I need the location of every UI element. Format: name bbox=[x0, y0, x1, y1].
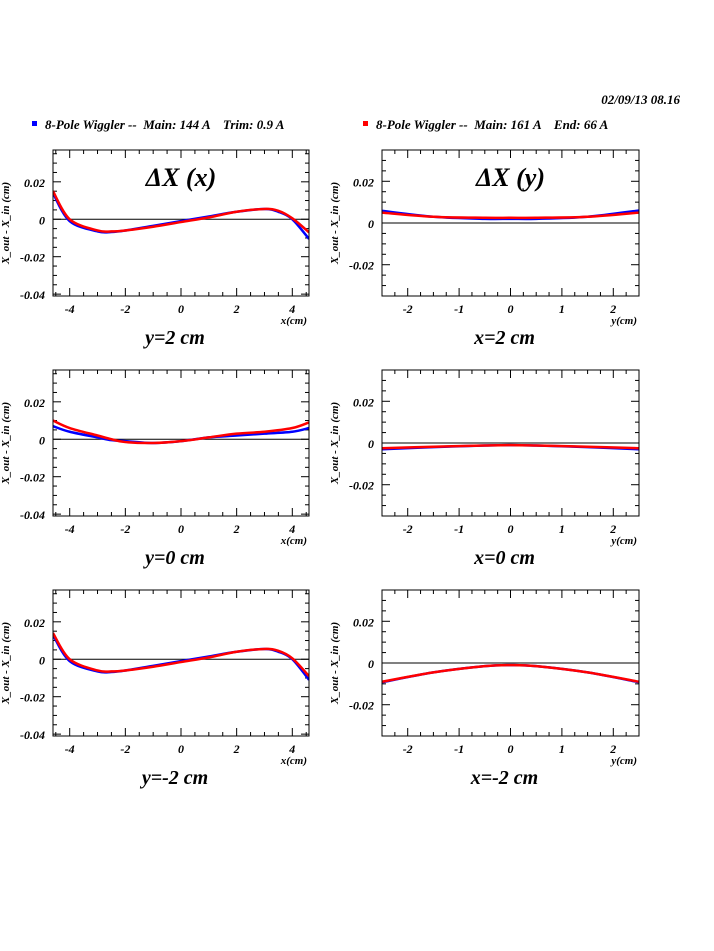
x-tick-label: 2 bbox=[233, 522, 240, 536]
x-tick-label: -2 bbox=[403, 302, 413, 316]
y-tick-label: -0.02 bbox=[349, 259, 374, 273]
legend-marker-blue bbox=[32, 121, 37, 126]
x-tick-label: -4 bbox=[65, 522, 75, 536]
x-tick-label: 4 bbox=[288, 522, 295, 536]
y-axis-label: X_out - X_in (cm) bbox=[0, 402, 12, 485]
x-tick-label: -2 bbox=[120, 742, 130, 756]
x-tick-label: 2 bbox=[609, 522, 616, 536]
y-tick-label: 0.02 bbox=[24, 176, 45, 190]
y-tick-label: 0.02 bbox=[24, 616, 45, 630]
y-axis-label: X_out - X_in (cm) bbox=[0, 182, 12, 265]
panel-title: ΔX (y) bbox=[475, 163, 545, 192]
x-axis-label: x(cm) bbox=[280, 535, 307, 547]
x-tick-label: -4 bbox=[65, 302, 75, 316]
x-tick-label: 0 bbox=[178, 522, 184, 536]
y-tick-label: 0.02 bbox=[353, 175, 374, 189]
x-tick-label: 0 bbox=[178, 302, 184, 316]
panel-1: -4 -2 0 2 4 -0.04 -0.02 0 0.02 x(cm) X_out - X_in … bbox=[0, 149, 310, 349]
y-axis-label: X_out - X_in (cm) bbox=[329, 622, 341, 705]
series-line-blue bbox=[53, 192, 309, 240]
x-tick-label: 2 bbox=[609, 302, 616, 316]
legend-label-blue: 8-Pole Wiggler -- Main: 144 A Trim: 0.9 … bbox=[45, 117, 285, 132]
x-tick-label: 0 bbox=[508, 742, 514, 756]
panel-caption: y=2 cm bbox=[143, 327, 205, 349]
y-tick-label: 0 bbox=[39, 433, 45, 447]
panel-caption: x=-2 cm bbox=[470, 767, 539, 789]
y-tick-label: 0 bbox=[39, 653, 45, 667]
series-line-red bbox=[53, 419, 309, 445]
x-tick-label: 1 bbox=[559, 302, 565, 316]
y-tick-label: 0.02 bbox=[24, 396, 45, 410]
x-tick-label: -2 bbox=[120, 302, 130, 316]
x-tick-label: 2 bbox=[609, 742, 616, 756]
y-axis-label: X_out - X_in (cm) bbox=[0, 622, 12, 705]
plot-frame bbox=[381, 369, 640, 517]
y-axis-label: X_out - X_in (cm) bbox=[329, 182, 341, 265]
y-tick-label: 0 bbox=[39, 213, 45, 227]
plot-frame bbox=[52, 149, 310, 297]
x-tick-label: -4 bbox=[65, 742, 75, 756]
x-tick-label: -1 bbox=[454, 522, 464, 536]
y-tick-label: -0.02 bbox=[349, 699, 374, 713]
x-tick-label: 4 bbox=[288, 742, 295, 756]
plot-frame bbox=[52, 589, 310, 737]
panel-caption: y=0 cm bbox=[143, 547, 205, 569]
panel-caption: y=-2 cm bbox=[140, 767, 208, 789]
y-tick-label: -0.02 bbox=[20, 691, 45, 705]
x-tick-label: -1 bbox=[454, 742, 464, 756]
x-tick-label: -1 bbox=[454, 302, 464, 316]
y-tick-label: -0.04 bbox=[20, 728, 45, 742]
series-line-red bbox=[53, 632, 309, 677]
y-tick-label: -0.04 bbox=[20, 288, 45, 302]
panel-caption: x=2 cm bbox=[473, 327, 535, 349]
y-tick-label: -0.04 bbox=[20, 508, 45, 522]
panel-4: -2 -1 0 1 2 -0.02 0 0.02 y(cm) X_out - X_in (cm) x… bbox=[329, 369, 640, 569]
x-tick-label: 0 bbox=[178, 742, 184, 756]
x-axis-label: y(cm) bbox=[609, 315, 637, 327]
panel-5: -4 -2 0 2 4 -0.04 -0.02 0 0.02 x(cm) X_out - X_in … bbox=[0, 589, 310, 789]
plot-frame bbox=[381, 589, 640, 737]
series-line-red bbox=[53, 190, 309, 234]
x-tick-label: -2 bbox=[403, 522, 413, 536]
series-line-red bbox=[382, 663, 639, 684]
y-tick-label: -0.02 bbox=[20, 251, 45, 265]
y-tick-label: 0 bbox=[368, 437, 374, 451]
plot-frame bbox=[381, 149, 640, 297]
timestamp: 02/09/13 08.16 bbox=[601, 92, 680, 107]
x-tick-label: -2 bbox=[120, 522, 130, 536]
panel-title: ΔX (x) bbox=[145, 163, 216, 192]
x-tick-label: 4 bbox=[288, 302, 295, 316]
y-axis-label: X_out - X_in (cm) bbox=[329, 402, 341, 485]
panel-6: -2 -1 0 1 2 -0.02 0 0.02 y(cm) X_out - X_in (cm) x… bbox=[329, 589, 640, 789]
x-tick-label: 1 bbox=[559, 522, 565, 536]
y-tick-label: 0.02 bbox=[353, 615, 374, 629]
y-tick-label: -0.02 bbox=[349, 479, 374, 493]
series-line-red bbox=[382, 211, 639, 220]
legend-label-red: 8-Pole Wiggler -- Main: 161 A End: 66 A bbox=[376, 117, 609, 132]
x-axis-label: y(cm) bbox=[609, 535, 637, 547]
series-line-blue bbox=[53, 634, 309, 681]
panel-2: -2 -1 0 1 2 -0.02 0 0.02 y(cm) X_out - X_in (cm) Δ… bbox=[329, 149, 640, 349]
x-tick-label: 0 bbox=[508, 302, 514, 316]
y-tick-label: -0.02 bbox=[20, 471, 45, 485]
legend-marker-red bbox=[363, 121, 368, 126]
x-axis-label: x(cm) bbox=[280, 315, 307, 327]
panel-caption: x=0 cm bbox=[473, 547, 535, 569]
x-tick-label: -2 bbox=[403, 742, 413, 756]
plot-frame bbox=[52, 369, 310, 517]
x-tick-label: 2 bbox=[233, 302, 240, 316]
x-tick-label: 0 bbox=[508, 522, 514, 536]
x-axis-label: x(cm) bbox=[280, 755, 307, 767]
series-line-red bbox=[382, 443, 639, 450]
panel-3: -4 -2 0 2 4 -0.04 -0.02 0 0.02 x(cm) X_out - X_in … bbox=[0, 369, 310, 569]
x-tick-label: 1 bbox=[559, 742, 565, 756]
y-tick-label: 0 bbox=[368, 657, 374, 671]
x-tick-label: 2 bbox=[233, 742, 240, 756]
x-axis-label: y(cm) bbox=[609, 755, 637, 767]
y-tick-label: 0.02 bbox=[353, 395, 374, 409]
y-tick-label: 0 bbox=[368, 217, 374, 231]
